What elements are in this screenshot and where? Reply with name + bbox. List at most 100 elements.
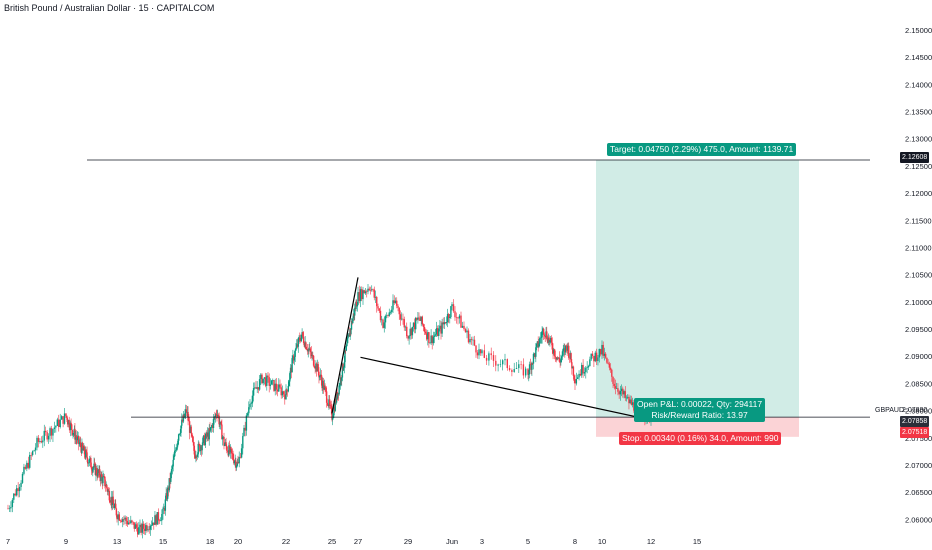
candle-down	[65, 413, 67, 417]
candle-down	[373, 289, 375, 298]
stop-label: Stop: 0.00340 (0.16%) 34.0, Amount: 990	[619, 432, 782, 445]
candle-up	[347, 335, 349, 338]
stop-zone	[596, 417, 799, 437]
candle-up	[145, 525, 147, 531]
candle-up	[461, 325, 464, 328]
x-tick-label: Jun	[446, 537, 458, 546]
candle-down	[366, 291, 368, 292]
candle-up	[34, 447, 37, 451]
candle-up	[346, 337, 349, 344]
candle-up	[297, 338, 299, 347]
candle-up	[562, 350, 564, 352]
candle-down	[220, 421, 222, 425]
candle-up	[319, 374, 322, 377]
candle-up	[386, 315, 388, 316]
candle-up	[594, 352, 596, 362]
candle-up	[139, 524, 141, 528]
candle-down	[217, 415, 220, 416]
candle-down	[143, 528, 146, 531]
candle-up	[162, 508, 164, 515]
candle-up	[587, 366, 590, 368]
candle-up	[180, 425, 182, 433]
candle-down	[422, 324, 425, 327]
candle-up	[441, 322, 443, 334]
candle-up	[47, 435, 50, 440]
candle-down	[75, 436, 77, 439]
y-tick-label: 2.08000	[905, 407, 932, 416]
candle-up	[249, 404, 251, 408]
candle-up	[374, 296, 377, 298]
candle-down	[551, 342, 553, 350]
candle-up	[172, 459, 174, 467]
candle-up	[102, 476, 104, 484]
candle-up	[411, 326, 414, 336]
candle-up	[631, 402, 634, 405]
candle-down	[318, 371, 320, 378]
candle-down	[428, 332, 430, 343]
candle-down	[633, 402, 635, 411]
candle-down	[543, 334, 546, 337]
candle-up	[538, 343, 540, 347]
candle-down	[68, 420, 70, 428]
candle-down	[344, 350, 347, 352]
candle-down	[118, 514, 120, 521]
candle-down	[157, 512, 160, 521]
candle-up	[219, 424, 221, 425]
candle-down	[83, 446, 86, 455]
candle-down	[163, 508, 166, 511]
candle-up	[392, 300, 394, 310]
candle-up	[233, 461, 236, 464]
candle-down	[312, 355, 315, 366]
candle-down	[618, 391, 620, 395]
target-zone	[596, 160, 799, 418]
candle-up	[362, 290, 364, 300]
candle-down	[255, 387, 257, 389]
candle-down	[604, 353, 607, 358]
candle-down	[228, 445, 231, 453]
candle-down	[37, 437, 40, 442]
candle-up	[344, 350, 346, 363]
candle-up	[427, 332, 429, 340]
candle-down	[273, 380, 275, 391]
candle-down	[452, 304, 455, 312]
candle-down	[315, 363, 318, 372]
candle-up	[185, 409, 187, 414]
candle-up	[469, 339, 471, 343]
candle-down	[226, 450, 229, 452]
candle-down	[225, 442, 227, 447]
target-label: Target: 0.04750 (2.29%) 475.0, Amount: 1…	[607, 143, 797, 156]
candle-down	[137, 527, 139, 535]
candle-down	[200, 446, 203, 451]
x-tick-label: 27	[354, 537, 362, 546]
candle-up	[33, 450, 35, 452]
candle-up	[171, 466, 174, 470]
candle-down	[267, 375, 269, 378]
candle-down	[426, 333, 428, 340]
y-tick-label: 2.06000	[905, 515, 932, 524]
candle-down	[555, 357, 557, 360]
candle-down	[132, 521, 134, 523]
candle-up	[154, 515, 156, 525]
candle-down	[146, 525, 148, 531]
candle-up	[446, 314, 449, 323]
stop-price-tag: 2.07518	[900, 427, 930, 438]
candle-up	[141, 523, 143, 533]
candle-up	[285, 389, 287, 400]
candle-down	[407, 336, 409, 339]
candle-down	[559, 361, 561, 363]
candle-down	[387, 315, 389, 316]
candle-up	[629, 399, 631, 404]
candle-down	[206, 432, 208, 437]
candle-down	[115, 508, 118, 516]
candle-down	[27, 462, 29, 468]
candle-up	[196, 454, 199, 457]
candle-up	[550, 337, 552, 341]
candle-down	[574, 379, 576, 384]
candle-down	[431, 335, 433, 344]
candle-up	[245, 415, 248, 431]
candle-down	[624, 391, 626, 398]
candle-down	[382, 319, 384, 328]
candle-up	[616, 388, 618, 389]
candle-down	[548, 337, 550, 343]
